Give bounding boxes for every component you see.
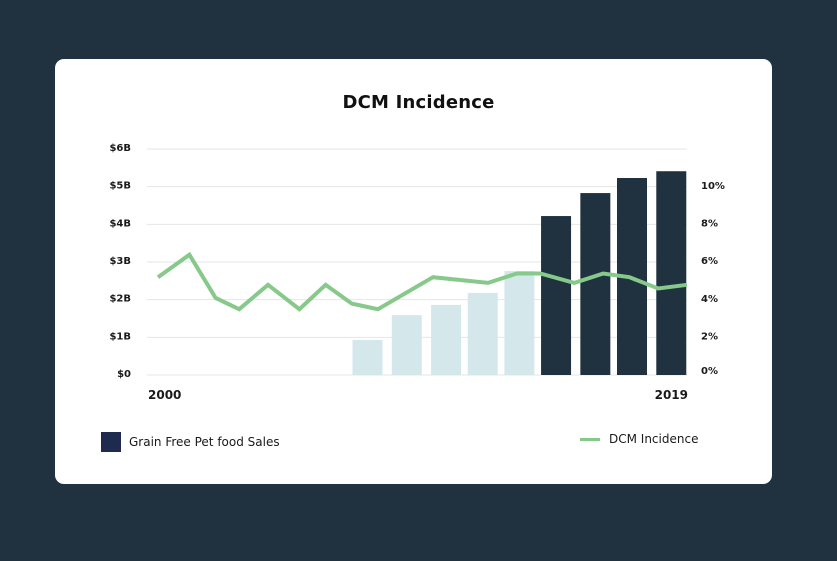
y-right-tick-label: 0% [701,366,718,377]
x-tick-label: 2000 [148,388,181,402]
legend-swatch-sales [101,432,121,452]
legend-swatch-dcm [580,437,600,441]
bar [467,292,498,375]
legend-label-dcm: DCM Incidence [609,432,699,446]
legend-item-dcm: DCM Incidence [580,432,698,446]
dcm-incidence-line [156,251,688,312]
bar [504,271,535,375]
bar [352,339,383,375]
x-tick-label: 2019 [655,388,688,402]
y-left-tick-label: $1B [109,331,131,342]
y-right-tick-label: 10% [701,181,725,192]
y-left-tick-label: $3B [109,256,131,267]
bar [391,315,422,375]
y-left-tick-label: $0 [117,369,131,380]
y-left-tick-label: $4B [109,218,131,229]
y-right-tick-label: 2% [701,331,718,342]
y-right-tick-label: 6% [701,256,718,267]
legend-item-sales: Grain Free Pet food Sales [101,432,280,452]
y-left-tick-label: $2B [109,294,131,305]
y-left-tick-label: $6B [109,143,131,154]
y-left-tick-label: $5B [109,181,131,192]
y-right-tick-label: 8% [701,219,718,230]
bar [431,304,462,375]
chart-title: DCM Incidence [342,92,495,113]
legend-label-sales: Grain Free Pet food Sales [129,435,280,449]
bar [580,193,611,375]
bar [656,171,687,375]
bar [541,216,572,375]
y-right-tick-label: 4% [701,294,718,305]
chart-card [55,59,772,484]
